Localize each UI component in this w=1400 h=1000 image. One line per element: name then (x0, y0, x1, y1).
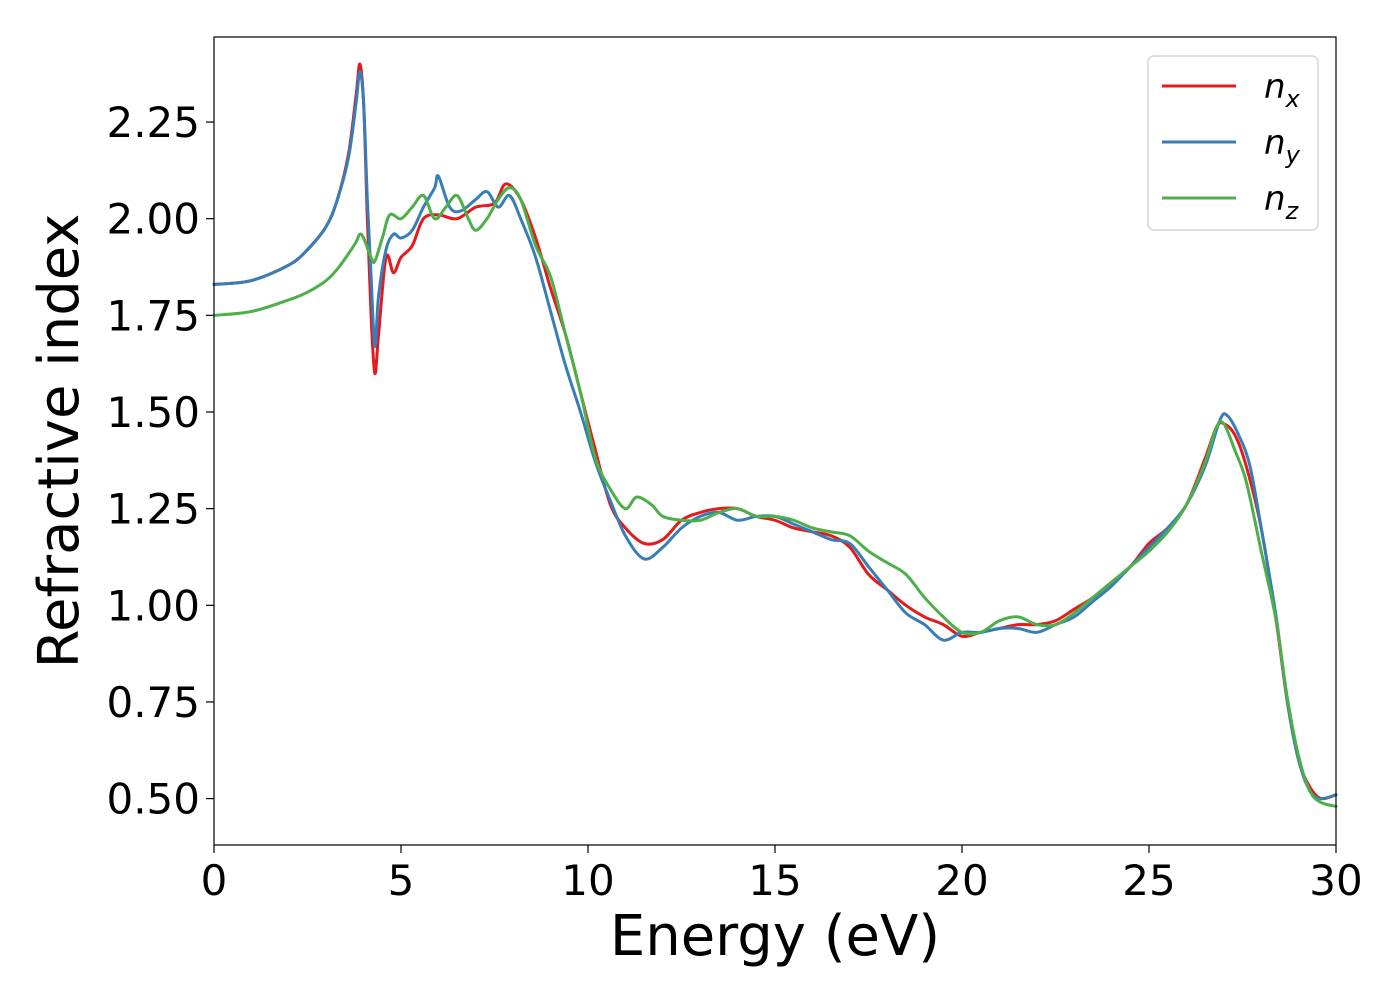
y-tick-label: 1.50 (106, 388, 200, 437)
legend-label: nz (1264, 179, 1300, 225)
y-tick-label: 0.75 (106, 678, 200, 727)
x-axis-ticks: 0 5 10 15 20 25 30 (201, 845, 1363, 905)
x-tick-label: 20 (935, 856, 988, 905)
y-tick-label: 1.25 (106, 485, 200, 534)
y-axis-title: Refractive index (27, 214, 92, 669)
legend-label: ny (1264, 123, 1301, 169)
plot-frame (213, 36, 1337, 846)
y-tick-label: 0.50 (106, 775, 200, 824)
legend: nx ny nz (1147, 55, 1319, 231)
y-tick-label: 1.75 (106, 291, 200, 340)
x-tick-label: 25 (1122, 856, 1175, 905)
x-tick-label: 5 (388, 856, 415, 905)
series-line-nz (212, 186, 1338, 808)
y-axis-ticks: 0.50 0.75 1.00 1.25 1.50 1.75 2.00 2.25 (106, 98, 214, 824)
series-lines (212, 62, 1338, 808)
x-tick-label: 0 (201, 856, 228, 905)
x-tick-label: 10 (561, 856, 614, 905)
x-axis-title: Energy (eV) (610, 904, 940, 969)
y-tick-label: 2.25 (106, 98, 200, 147)
y-tick-label: 2.00 (106, 195, 200, 244)
legend-label: nx (1264, 67, 1301, 113)
x-tick-label: 30 (1309, 856, 1362, 905)
y-tick-label: 1.00 (106, 581, 200, 630)
x-tick-label: 15 (748, 856, 801, 905)
